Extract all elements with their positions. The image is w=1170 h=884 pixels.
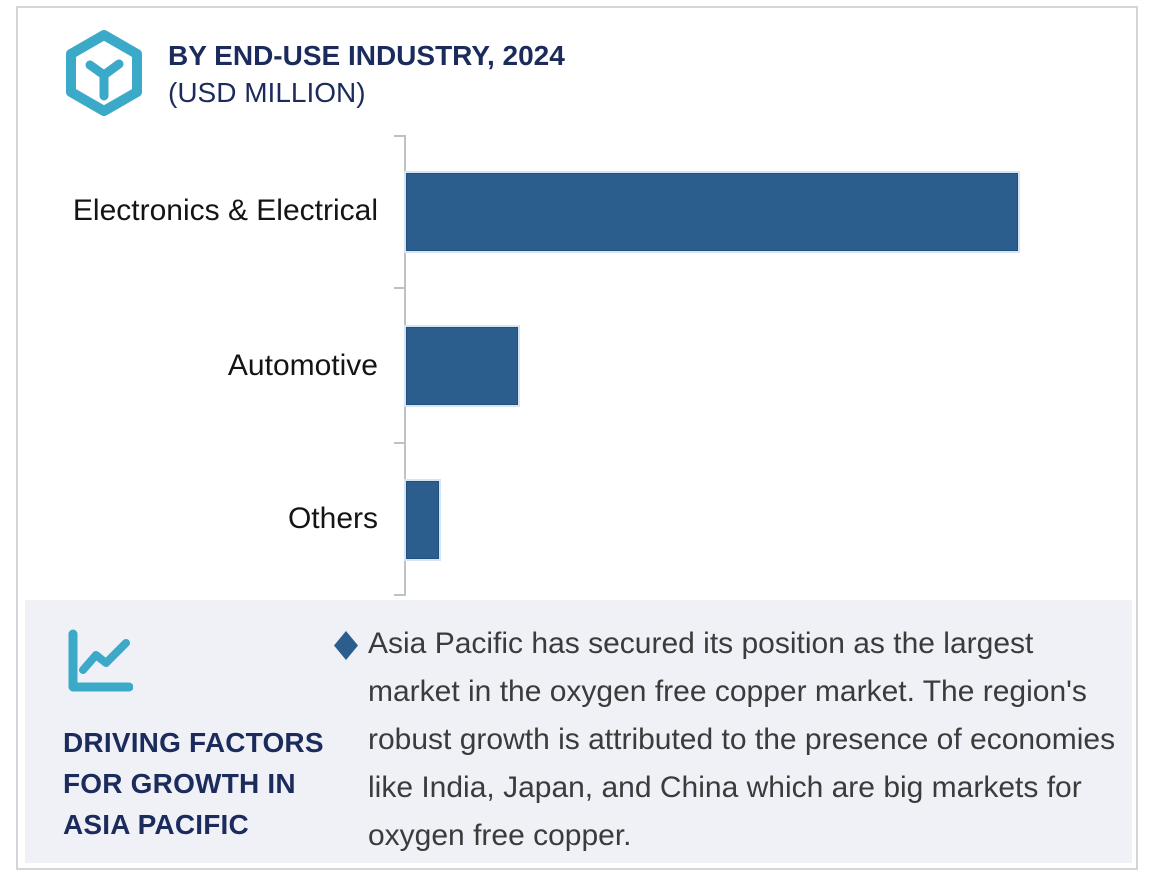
bar-others <box>406 481 439 559</box>
axis-tick <box>394 594 404 596</box>
axis-tick <box>394 135 404 137</box>
chart-title-line2: (USD MILLION) <box>168 77 366 108</box>
panel-heading: DRIVING FACTORS FOR GROWTH IN ASIA PACIF… <box>63 722 363 845</box>
panel-heading-line1: DRIVING FACTORS <box>63 727 324 758</box>
driving-factors-panel <box>25 600 1132 863</box>
diamond-bullet-icon <box>334 631 358 665</box>
axis-tick <box>394 442 404 444</box>
y-axis-line <box>404 135 406 596</box>
panel-heading-line3: ASIA PACIFIC <box>63 809 249 840</box>
hexagon-y-icon <box>62 28 146 123</box>
chart-title-line1: BY END-USE INDUSTRY, 2024 <box>168 40 565 71</box>
line-chart-icon <box>65 628 134 701</box>
bar-automotive <box>406 327 518 405</box>
category-label-others: Others <box>287 502 378 535</box>
chart-title: BY END-USE INDUSTRY, 2024 (USD MILLION) <box>168 37 565 111</box>
panel-heading-line2: FOR GROWTH IN <box>63 768 296 799</box>
axis-tick <box>394 287 404 289</box>
bar-electronics-electrical <box>406 173 1018 251</box>
category-label-electronics-electrical: Electronics & Electrical <box>72 194 378 227</box>
category-label-automotive: Automotive <box>227 349 378 382</box>
panel-bullet-text: Asia Pacific has secured its position as… <box>368 627 1116 852</box>
